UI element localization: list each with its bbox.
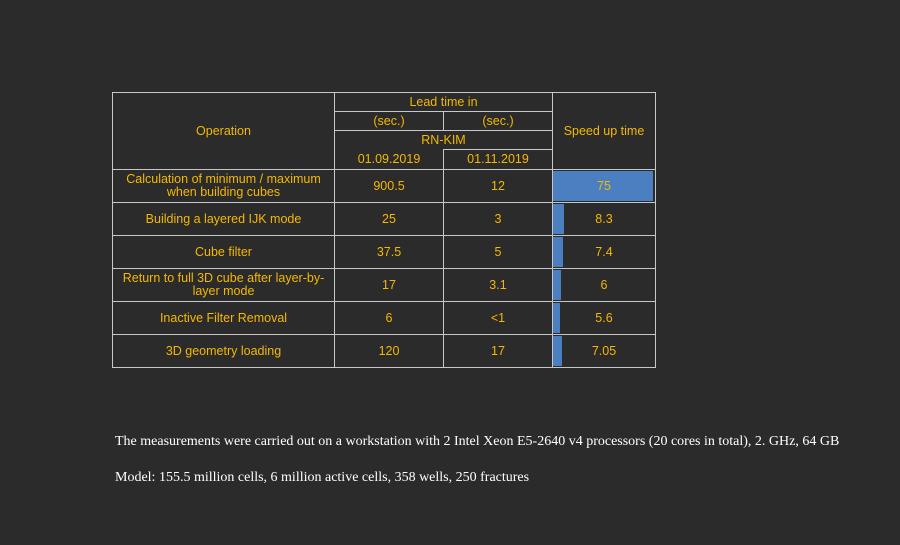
row-speedup: 75 [552,169,656,203]
speedup-bar [553,336,563,366]
row-speedup: 7.05 [552,334,656,368]
row-time-1: 25 [334,202,444,236]
row-operation: Calculation of minimum / maximum when bu… [112,169,335,203]
header-sec-1: (sec.) [334,111,444,131]
header-date-2: 01.11.2019 [443,149,553,170]
row-time-2: 3.1 [443,268,553,302]
speedup-bar [553,303,561,333]
table-row: 3D geometry loading 120 17 7.05 [112,334,656,368]
speedup-bar [553,237,563,267]
header-operation: Operation [112,92,335,170]
row-time-1: 900.5 [334,169,444,203]
row-time-1: 120 [334,334,444,368]
row-operation: 3D geometry loading [112,334,335,368]
row-time-1: 17 [334,268,444,302]
row-time-2: 17 [443,334,553,368]
speedup-label: 6 [600,277,608,292]
speedup-bar [553,204,565,234]
row-time-2: 3 [443,202,553,236]
header-speed-up: Speed up time [552,92,656,170]
row-operation: Inactive Filter Removal [112,301,335,335]
hardware-note: The measurements were carried out on a w… [115,434,840,449]
row-speedup: 7.4 [552,235,656,269]
speedup-label: 5.6 [595,310,613,325]
row-time-2: <1 [443,301,553,335]
speedup-label: 8.3 [595,211,613,226]
model-note: Model: 155.5 million cells, 6 million ac… [115,470,530,485]
table-row: Calculation of minimum / maximum when bu… [112,169,656,203]
row-operation: Cube filter [112,235,335,269]
row-speedup: 8.3 [552,202,656,236]
row-time-1: 6 [334,301,444,335]
speedup-label: 75 [597,178,611,193]
table-row: Return to full 3D cube after layer-by-la… [112,268,656,302]
row-operation: Building a layered IJK mode [112,202,335,236]
speedup-bar [553,171,653,201]
header-lead-time: Lead time in [334,92,553,112]
row-operation: Return to full 3D cube after layer-by-la… [112,268,335,302]
speedup-label: 7.05 [591,343,617,358]
performance-table: Operation Lead time in Speed up time (se… [112,92,656,368]
table-row: Cube filter 37.5 5 7.4 [112,235,656,269]
table-row: Building a layered IJK mode 25 3 8.3 [112,202,656,236]
row-time-2: 12 [443,169,553,203]
table-row: Inactive Filter Removal 6 <1 5.6 [112,301,656,335]
row-time-2: 5 [443,235,553,269]
speedup-bar [553,270,561,300]
row-speedup: 6 [552,268,656,302]
row-speedup: 5.6 [552,301,656,335]
row-time-1: 37.5 [334,235,444,269]
speedup-label: 7.4 [595,244,613,259]
header-date-1: 01.09.2019 [334,149,444,170]
header-system: RN-KIM [334,130,553,150]
header-sec-2: (sec.) [443,111,553,131]
